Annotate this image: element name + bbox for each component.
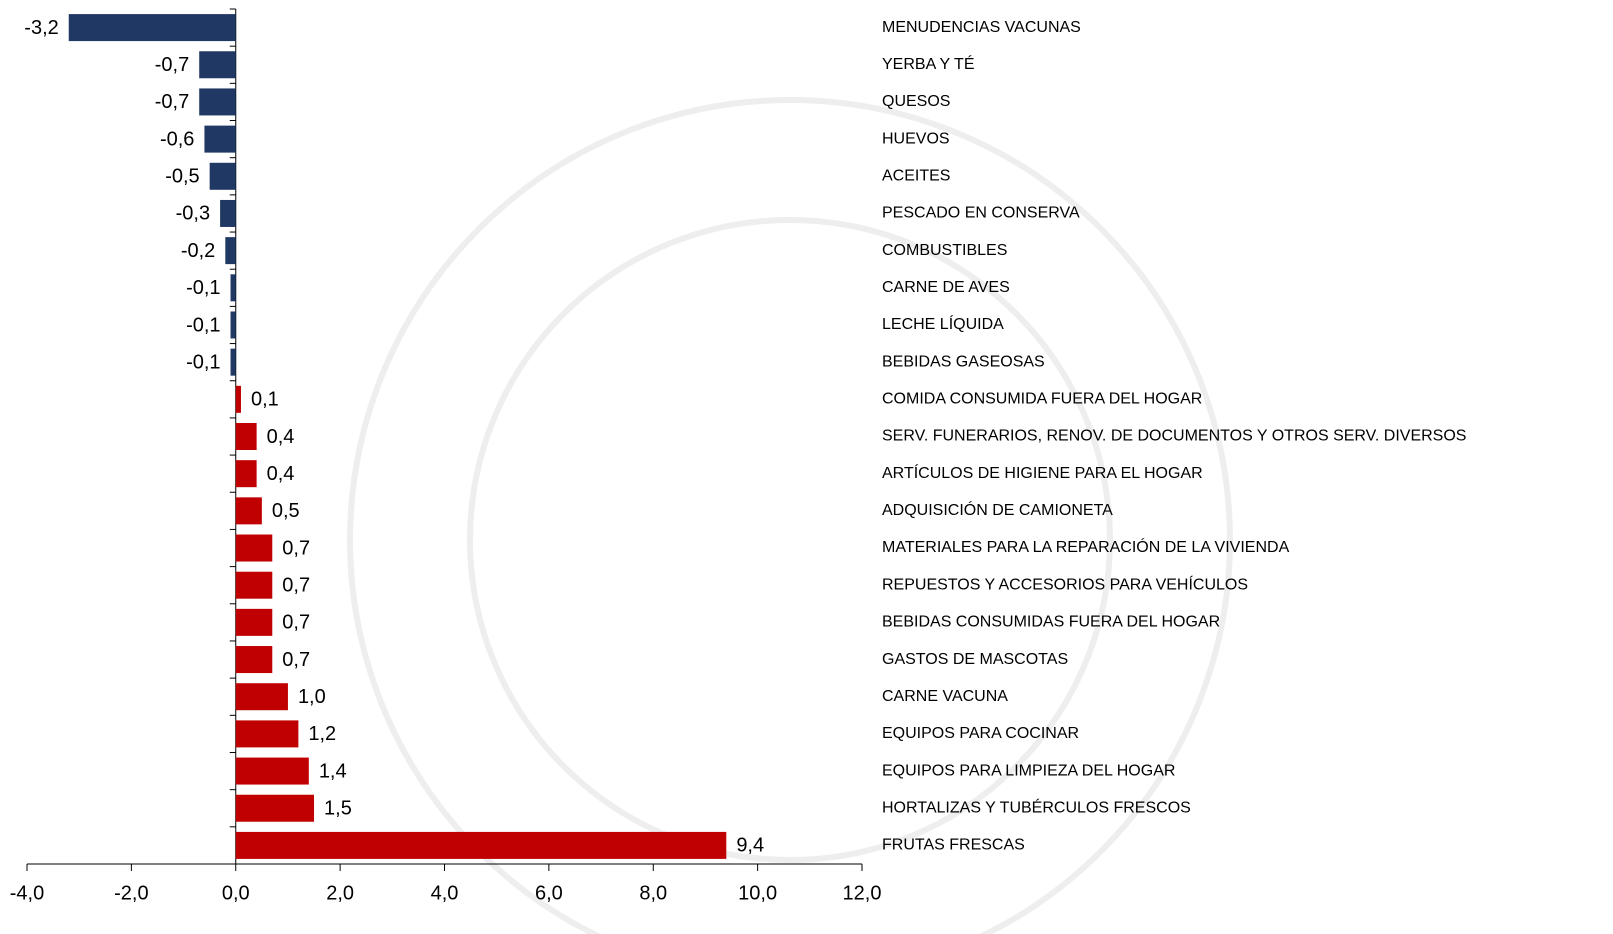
value-label: -0,7 — [155, 91, 189, 113]
x-tick-label: -2,0 — [114, 882, 148, 904]
category-label: PESCADO EN CONSERVA — [882, 205, 1080, 222]
category-label: QUESOS — [882, 93, 950, 110]
x-tick-label: 4,0 — [431, 882, 459, 904]
value-label: 0,4 — [267, 463, 295, 485]
bar — [235, 385, 241, 413]
value-label: -0,1 — [186, 277, 220, 299]
value-label: -0,5 — [165, 166, 199, 188]
category-label: REPUESTOS Y ACCESORIOS PARA VEHÍCULOS — [882, 574, 1248, 593]
category-label: MATERIALES PARA LA REPARACIÓN DE LA VIVI… — [882, 537, 1290, 556]
category-label: SERV. FUNERARIOS, RENOV. DE DOCUMENTOS Y… — [882, 428, 1466, 445]
bar — [199, 88, 236, 116]
value-label: 1,0 — [298, 686, 326, 708]
bar — [235, 831, 727, 859]
category-label: EQUIPOS PARA LIMPIEZA DEL HOGAR — [882, 762, 1175, 779]
bar — [235, 683, 288, 711]
value-label: -0,2 — [181, 240, 215, 262]
bar — [235, 460, 257, 488]
category-label: COMIDA CONSUMIDA FUERA DEL HOGAR — [882, 391, 1202, 408]
x-tick-label: -4,0 — [10, 882, 44, 904]
value-label: -0,6 — [160, 128, 194, 150]
bar — [235, 571, 273, 599]
bar — [204, 125, 236, 153]
category-label: ARTÍCULOS DE HIGIENE PARA EL HOGAR — [882, 463, 1203, 482]
value-label: 9,4 — [736, 835, 764, 857]
category-label: ACEITES — [882, 168, 950, 185]
category-label: ADQUISICIÓN DE CAMIONETA — [882, 500, 1113, 519]
bar — [220, 199, 236, 227]
bar — [235, 794, 315, 822]
x-tick-label: 0,0 — [222, 882, 250, 904]
value-label: 0,4 — [267, 426, 295, 448]
value-label: 0,5 — [272, 500, 300, 522]
x-tick-label: 6,0 — [535, 882, 563, 904]
category-label: FRUTAS FRESCAS — [882, 837, 1025, 854]
bar — [230, 311, 236, 339]
category-label: EQUIPOS PARA COCINAR — [882, 725, 1079, 742]
bar — [235, 757, 309, 785]
watermark — [347, 97, 1233, 934]
category-label: BEBIDAS GASEOSAS — [882, 353, 1045, 370]
value-label: 0,7 — [282, 574, 310, 596]
category-label: YERBA Y TÉ — [882, 54, 975, 73]
value-label: 0,7 — [282, 649, 310, 671]
x-tick-label: 12,0 — [843, 882, 882, 904]
category-label: LECHE LÍQUIDA — [882, 314, 1004, 333]
value-label: 0,7 — [282, 612, 310, 634]
category-label: MENUDENCIAS VACUNAS — [882, 19, 1081, 36]
bar — [235, 720, 299, 748]
value-label: -0,3 — [176, 203, 210, 225]
category-label: COMBUSTIBLES — [882, 242, 1007, 259]
x-tick-label: 2,0 — [326, 882, 354, 904]
category-label: CARNE VACUNA — [882, 688, 1008, 705]
bar — [235, 534, 273, 562]
bar — [230, 348, 236, 376]
bar — [230, 274, 236, 302]
value-label: -3,2 — [24, 17, 58, 39]
bar — [225, 237, 236, 265]
value-label: -0,1 — [186, 314, 220, 336]
x-tick-label: 8,0 — [639, 882, 667, 904]
bar — [199, 51, 236, 79]
value-label: 1,5 — [324, 798, 352, 820]
value-label: 1,4 — [319, 760, 347, 782]
category-label: CARNE DE AVES — [882, 279, 1010, 296]
bar — [235, 608, 273, 636]
value-label: -0,1 — [186, 351, 220, 373]
category-label: BEBIDAS CONSUMIDAS FUERA DEL HOGAR — [882, 614, 1220, 631]
x-tick-label: 10,0 — [738, 882, 777, 904]
bar — [68, 14, 236, 42]
bar — [235, 646, 273, 674]
value-label: 0,7 — [282, 537, 310, 559]
category-label: HUEVOS — [882, 130, 950, 147]
bar — [235, 497, 262, 525]
value-label: -0,7 — [155, 54, 189, 76]
category-label: HORTALIZAS Y TUBÉRCULOS FRESCOS — [882, 797, 1191, 816]
category-label: GASTOS DE MASCOTAS — [882, 651, 1068, 668]
bar — [209, 162, 236, 190]
value-label: 1,2 — [308, 723, 336, 745]
value-label: 0,1 — [251, 389, 279, 411]
bar — [235, 423, 257, 450]
